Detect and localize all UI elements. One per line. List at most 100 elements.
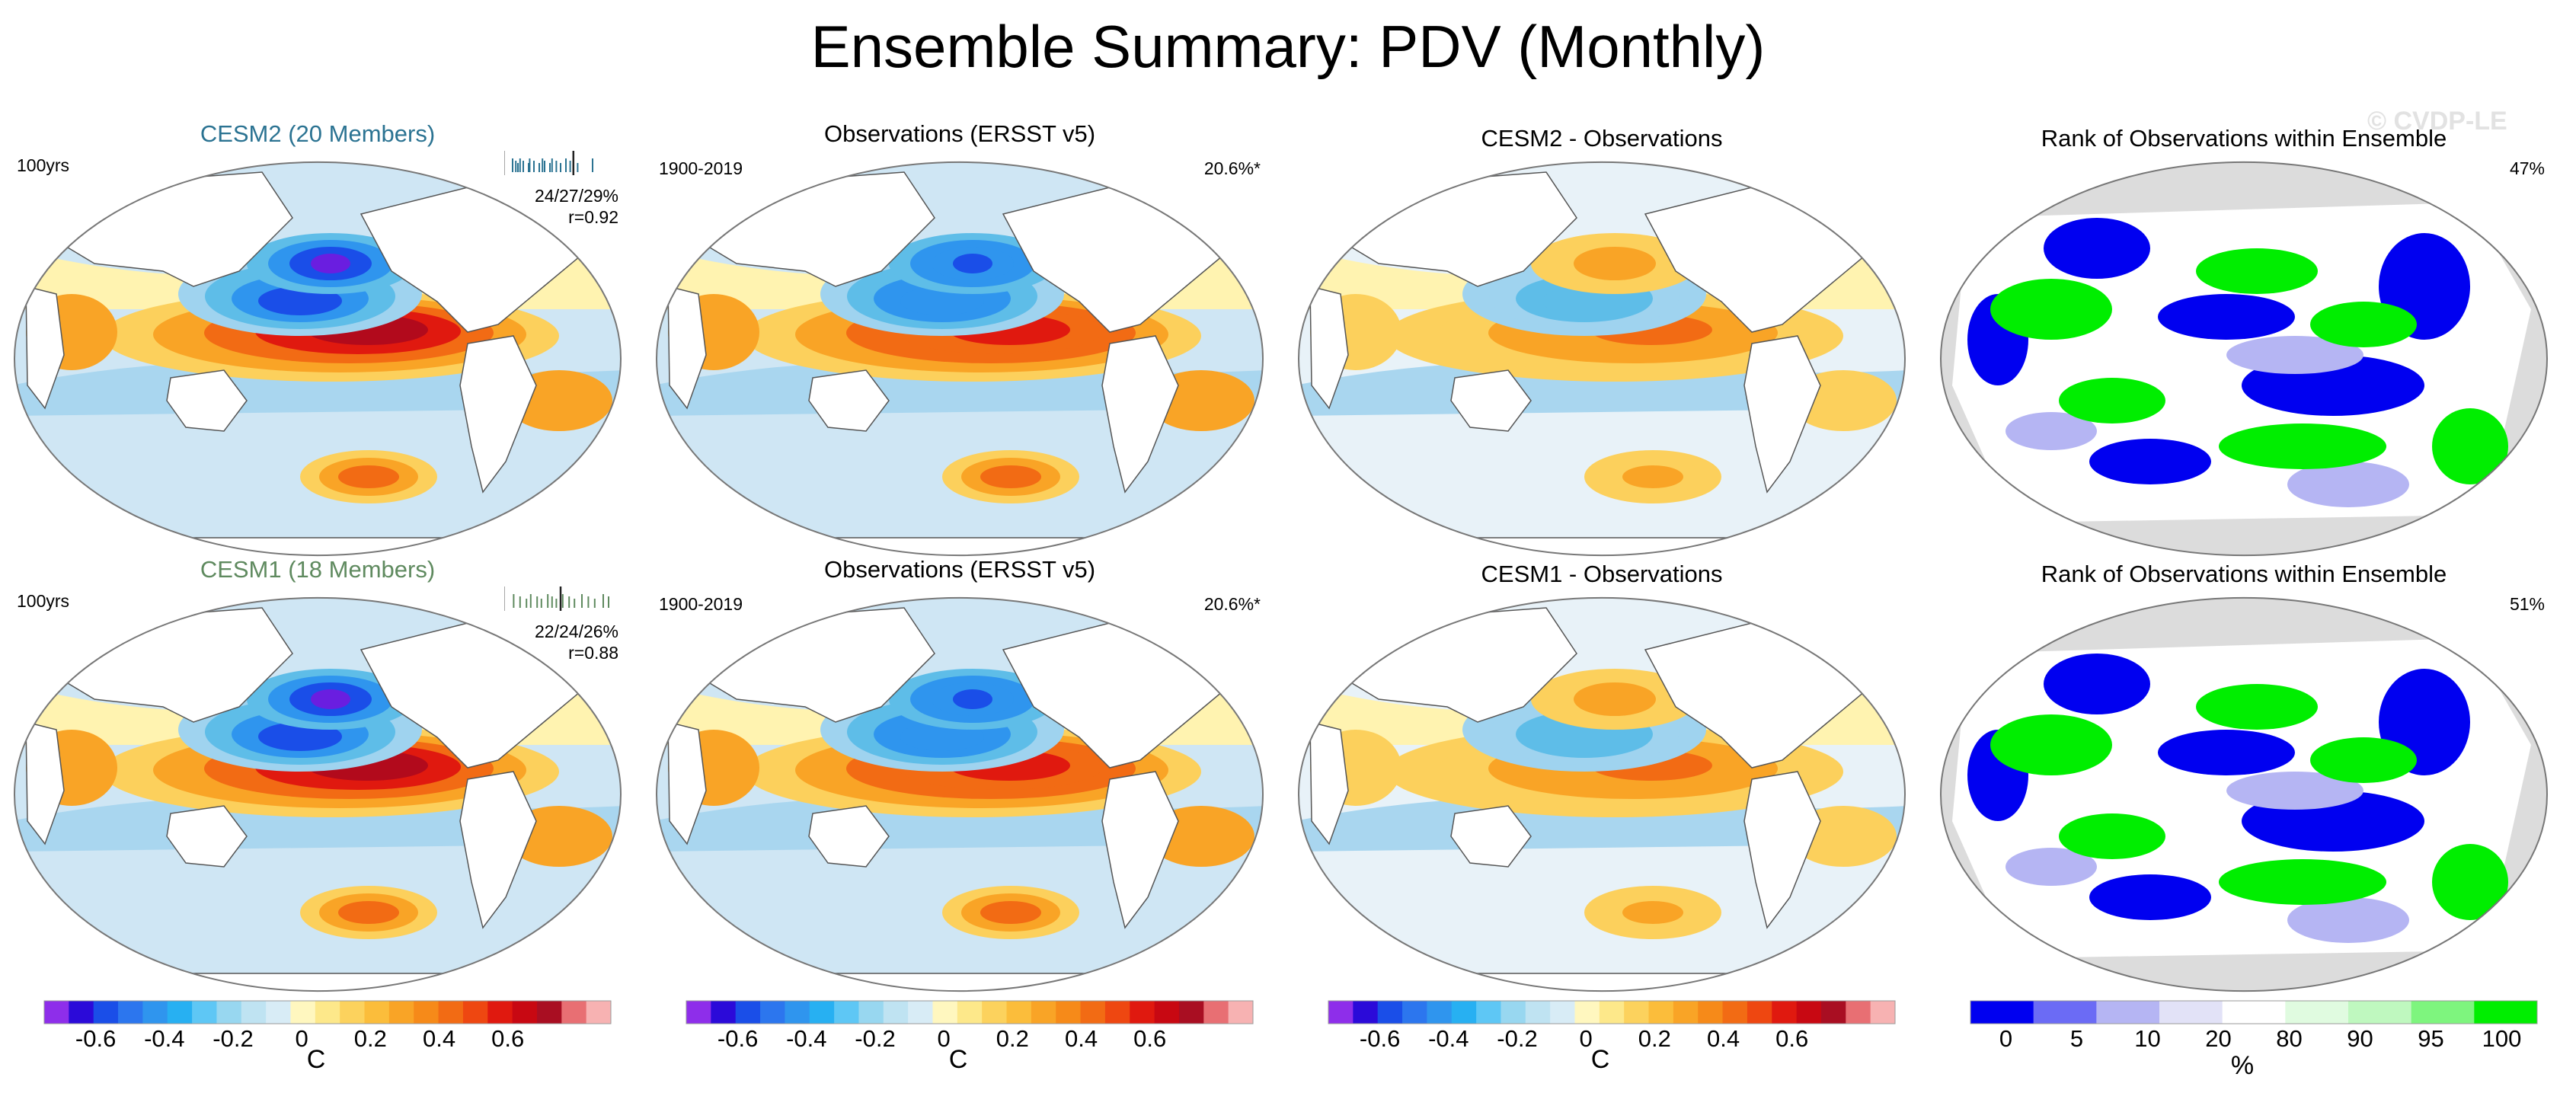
north-pacific-anomaly <box>1595 689 1635 709</box>
south-america-land <box>1743 771 1821 929</box>
north-pacific-anomaly <box>953 689 992 709</box>
rank-high-region <box>2432 408 2508 484</box>
panel-obs-row2: Observations (ERSST v5) 1900-2019 20.6%* <box>644 556 1276 998</box>
map-observations <box>655 597 1264 992</box>
colorbar-swatch <box>462 1001 488 1024</box>
map-difference <box>1297 161 1906 556</box>
colorbar-tick-label: -0.2 <box>1497 1025 1537 1048</box>
colorbar-swatch <box>1599 1001 1625 1024</box>
colorbar-tick-label: 90 <box>2347 1025 2373 1048</box>
south-pacific-anomaly <box>1622 901 1683 924</box>
rank-mid-region <box>2287 897 2409 943</box>
map-field <box>1940 161 2548 556</box>
colorbar-swatch <box>908 1001 933 1024</box>
map-outline <box>1297 597 1906 992</box>
panel-title: CESM1 - Observations <box>1481 561 1723 587</box>
rank-high-region <box>2310 302 2417 347</box>
colorbar-swatch <box>290 1001 316 1024</box>
colorbar-swatch <box>414 1001 439 1024</box>
map-field <box>1940 597 2548 992</box>
colorbar-swatch <box>686 1001 711 1024</box>
north-pacific-anomaly <box>311 254 350 273</box>
south-america-land <box>459 771 537 929</box>
africa-land <box>667 286 707 410</box>
colorbar-tick-label: 95 <box>2418 1025 2443 1048</box>
south-america-land <box>1743 335 1821 494</box>
africa-land <box>667 721 707 845</box>
panel-model-row1: CESM2 (20 Members) 100yrs 24/27/29% r=0.… <box>2 120 634 562</box>
period-label: 1900-2019 <box>659 158 743 178</box>
colorbar-swatch <box>1402 1001 1427 1024</box>
rank-high-region <box>2196 684 2318 730</box>
colorbar-swatch <box>1080 1001 1106 1024</box>
colorbar-swatch <box>1228 1001 1254 1024</box>
colorbar-swatch <box>561 1001 587 1024</box>
colorbar-swatch <box>1820 1001 1846 1024</box>
colorbar-swatch <box>932 1001 958 1024</box>
period-label: 100yrs <box>17 591 70 611</box>
colorbar-swatch <box>1451 1001 1477 1024</box>
colorbar-tick-label: 10 <box>2134 1025 2160 1048</box>
colorbar-unit: C <box>1590 1045 1610 1074</box>
map-rank <box>1939 597 2549 992</box>
colorbar-swatch <box>69 1001 94 1024</box>
colorbar-tick-label: 0.4 <box>1065 1025 1098 1048</box>
watermark: © CVDP-LE <box>2367 107 2507 136</box>
map-field <box>656 161 1264 556</box>
colorbar-swatch <box>2096 1001 2160 1024</box>
percent-variance-label: 20.6%* <box>1203 594 1261 614</box>
colorbar-tick-label: 0 <box>938 1025 951 1048</box>
colorbar-swatch <box>2411 1001 2475 1024</box>
colorbar-tick-label: 0 <box>296 1025 308 1048</box>
correlation-label: r=0.88 <box>568 643 618 663</box>
colorbar-tick-label: 0.4 <box>423 1025 455 1048</box>
rank-low-region <box>2044 218 2150 279</box>
south-pacific-anomaly <box>338 901 399 924</box>
panel-obs-row1: Observations (ERSST v5) 1900-2019 20.6%* <box>644 120 1276 562</box>
antarctica-land <box>70 973 568 992</box>
map-outline <box>1297 161 1906 556</box>
rank-low-region <box>2158 730 2295 775</box>
colorbar-swatch <box>1747 1001 1772 1024</box>
north-pacific-anomaly <box>311 689 350 709</box>
colorbar-swatch <box>438 1001 464 1024</box>
colorbar-swatch <box>1698 1001 1724 1024</box>
map-outline <box>1939 161 2549 556</box>
period-label: 1900-2019 <box>659 594 743 614</box>
rank-mid-region <box>2226 772 2363 810</box>
colorbar-swatch <box>809 1001 835 1024</box>
africa-land <box>1309 721 1349 845</box>
colorbar-tick-label: 0.2 <box>996 1025 1029 1048</box>
page-title: Ensemble Summary: PDV (Monthly) <box>810 13 1766 80</box>
colorbar-swatch <box>957 1001 983 1024</box>
rank-low-region <box>2089 439 2211 484</box>
colorbar-swatch <box>1846 1001 1871 1024</box>
colorbar-swatch <box>1130 1001 1155 1024</box>
colorbar-swatch <box>167 1001 193 1024</box>
colorbar-swatch <box>982 1001 1008 1024</box>
colorbar-temperature-3: -0.6 -0.4 -0.2 0 0.2 0.4 0.6 C <box>1322 995 1954 1109</box>
south-america-land <box>1101 771 1179 929</box>
colorbar-swatch <box>1796 1001 1822 1024</box>
colorbar-swatch <box>1031 1001 1056 1024</box>
rank-high-region <box>1990 714 2112 775</box>
australia-land <box>808 805 890 868</box>
south-pacific-anomaly <box>980 901 1041 924</box>
colorbar-swatch <box>1870 1001 1896 1024</box>
colorbar-unit: % <box>2230 1051 2255 1080</box>
colorbar-swatch <box>1353 1001 1379 1024</box>
colorbar-swatch <box>1178 1001 1204 1024</box>
map-observations <box>655 161 1264 556</box>
panel-title: CESM2 - Observations <box>1481 125 1723 152</box>
rank-mid-region <box>2006 412 2097 450</box>
colorbar-tick-label: -0.6 <box>1360 1025 1400 1048</box>
colorbar-tick-label: 100 <box>2482 1025 2522 1048</box>
colorbar-swatch <box>1154 1001 1180 1024</box>
colorbar-tick-label: 0.4 <box>1707 1025 1740 1048</box>
member-spread-ticks <box>504 151 593 175</box>
rank-percent-label: 47% <box>2509 158 2545 178</box>
colorbar-swatch <box>1525 1001 1551 1024</box>
panel-title: Rank of Observations within Ensemble <box>2041 561 2447 587</box>
australia-land <box>808 369 890 432</box>
rank-percent-label: 51% <box>2509 594 2545 614</box>
